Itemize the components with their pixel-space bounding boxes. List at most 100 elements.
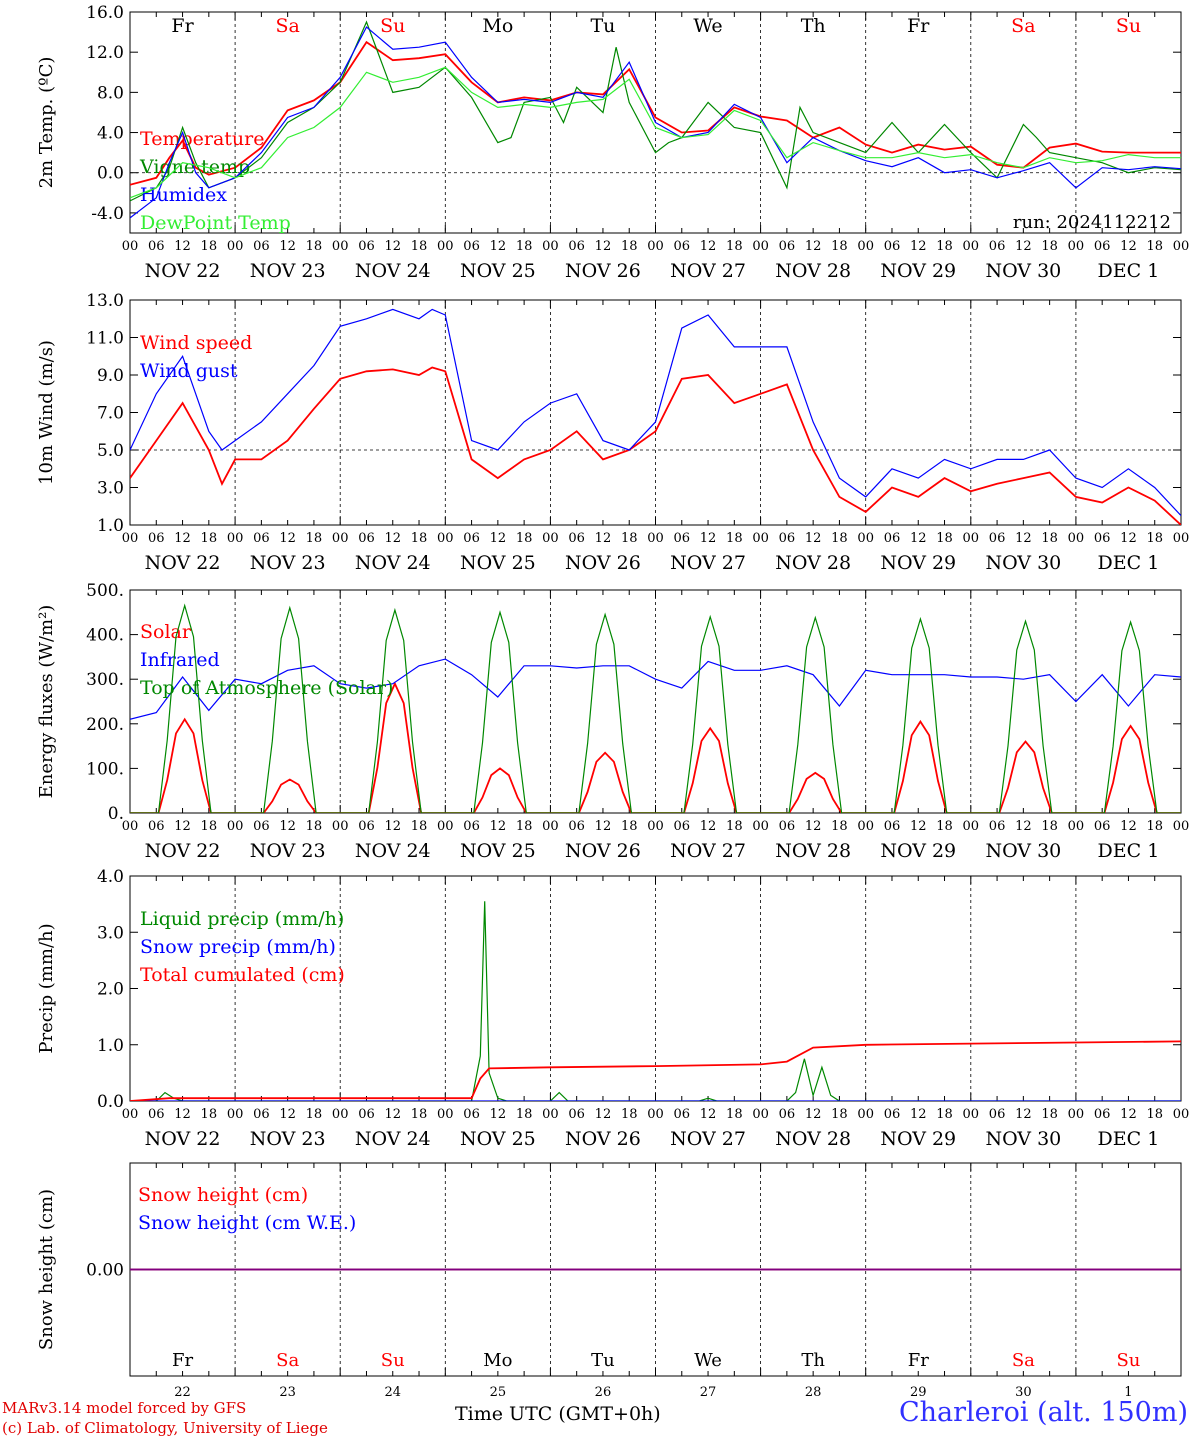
hour-tick-label: 00 [647,531,664,546]
hour-tick-label: 00 [963,239,980,254]
hour-tick-label: 18 [936,819,953,834]
series-line-blue [130,658,1181,720]
hour-tick-label: 00 [227,1107,244,1122]
hour-tick-label: 00 [542,819,559,834]
hour-tick-label: 06 [1094,819,1111,834]
y-axis-title: Energy fluxes (W/m²) [36,605,57,799]
hour-tick-label: 12 [384,531,401,546]
day-abbr-label: Su [381,1350,405,1371]
hour-tick-label: 06 [674,1107,691,1122]
hour-tick-label: 18 [411,531,428,546]
day-abbr-label: Th [801,15,826,37]
panel-energy: 0. 100. 200. 300. 400. 500. Energy fluxes (W/m… [36,581,1189,862]
hour-tick-label: 00 [332,819,349,834]
date-label: NOV 27 [670,840,746,862]
date-label: NOV 25 [460,1128,536,1150]
date-label: NOV 30 [985,1128,1061,1150]
y-tick-label: 4.0 [97,124,124,144]
series-line-blue [130,308,1181,517]
date-label: NOV 26 [565,260,641,282]
hour-tick-label: 06 [358,531,375,546]
hour-tick-label: 06 [779,819,796,834]
hour-tick-label: 00 [227,239,244,254]
hour-tick-label: 06 [148,819,165,834]
hour-tick-label: 00 [1173,1107,1190,1122]
y-axis-title: Precip (mm/h) [36,923,57,1053]
hour-tick-label: 06 [253,1107,270,1122]
day-abbr-label: Fr [171,15,194,37]
hour-tick-label: 06 [779,239,796,254]
date-label: NOV 27 [670,1128,746,1150]
hour-tick-label: 06 [568,239,585,254]
hour-tick-label: 18 [726,531,743,546]
hour-tick-label: 12 [805,819,822,834]
hour-tick-label: 00 [963,531,980,546]
legend-entry: Vigne temp [139,156,250,178]
hour-tick-label: 18 [306,819,323,834]
hour-tick-label: 12 [700,1107,717,1122]
y-tick-label: 3.0 [97,923,124,943]
series-line-blue [130,26,1181,219]
hour-tick-label: 18 [1041,531,1058,546]
date-label: NOV 23 [250,260,326,282]
hour-tick-label: 18 [201,531,218,546]
hour-tick-label: 00 [437,819,454,834]
legend-entry: Wind gust [140,360,238,382]
y-tick-label: 0.00 [86,1261,124,1281]
plot-frame [129,589,1182,814]
date-label: NOV 22 [145,552,221,574]
day-abbr-label: We [694,1350,722,1371]
hour-tick-label: 00 [647,1107,664,1122]
date-label: NOV 26 [565,840,641,862]
day-number-label: 29 [910,1385,927,1400]
date-label: NOV 29 [880,1128,956,1150]
hour-tick-label: 00 [122,531,139,546]
y-tick-label: 200. [86,715,124,735]
hour-tick-label: 18 [516,531,533,546]
hour-tick-label: 00 [122,819,139,834]
y-tick-label: 9.0 [97,366,124,386]
day-abbr-label: Su [1116,15,1141,37]
hour-tick-label: 12 [910,531,927,546]
hour-tick-label: 06 [884,239,901,254]
series-line-red [130,40,1181,186]
hour-tick-label: 18 [411,1107,428,1122]
hour-tick-label: 06 [463,531,480,546]
date-label: DEC 1 [1098,260,1160,282]
legend-entry: Humidex [140,184,227,206]
y-tick-label: 16.0 [86,3,124,23]
hour-tick-label: 12 [910,819,927,834]
hour-tick-label: 06 [674,239,691,254]
panel-wind: 1.0 3.0 5.0 7.0 9.0 11.0 13.0 10m Wind (m/s) 00 0… [36,291,1189,574]
hour-tick-label: 18 [411,819,428,834]
hour-tick-label: 06 [989,1107,1006,1122]
day-abbr-label: Su [1116,1350,1140,1371]
date-label: NOV 25 [460,260,536,282]
hour-tick-label: 12 [279,819,296,834]
date-label: NOV 25 [460,840,536,862]
hour-tick-label: 18 [201,819,218,834]
hour-tick-label: 18 [1041,819,1058,834]
date-label: NOV 22 [145,840,221,862]
hour-tick-label: 12 [1120,819,1137,834]
hour-tick-label: 18 [411,239,428,254]
y-tick-label: 500. [86,581,124,601]
date-label: NOV 24 [355,552,431,574]
series-line-red [130,1040,1181,1101]
date-label: DEC 1 [1098,1128,1160,1150]
hour-tick-label: 12 [805,531,822,546]
series-line-green [130,603,1181,813]
legend-entry: Wind speed [140,332,252,354]
hour-tick-label: 06 [989,531,1006,546]
day-abbr-label: Mo [483,1350,512,1371]
hour-tick-label: 00 [542,239,559,254]
day-abbr-label: Th [801,1350,825,1371]
hour-tick-label: 00 [752,531,769,546]
hour-tick-label: 12 [279,1107,296,1122]
hour-tick-label: 12 [174,819,191,834]
hour-tick-label: 06 [148,531,165,546]
hour-tick-label: 12 [1015,239,1032,254]
hour-tick-label: 18 [726,819,743,834]
hour-tick-label: 18 [516,1107,533,1122]
date-label: NOV 30 [985,840,1061,862]
